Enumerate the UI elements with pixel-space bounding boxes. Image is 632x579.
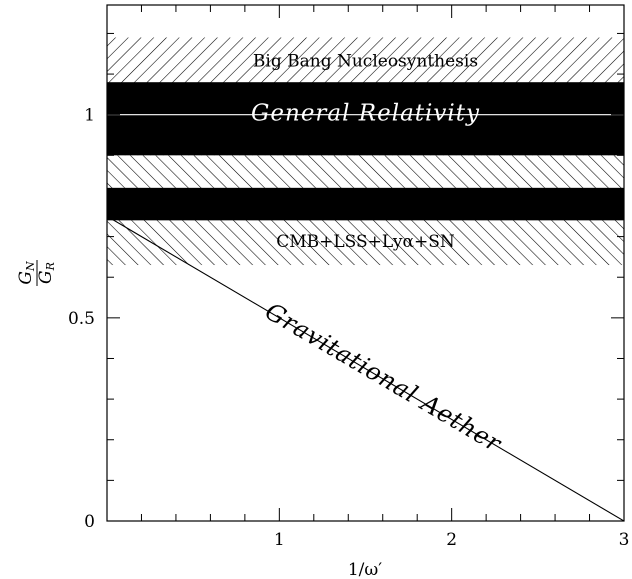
y-label-denominator-sub: R xyxy=(44,262,57,271)
band-general-relativity-3 xyxy=(107,187,624,221)
y-label-numerator-sub: N xyxy=(24,261,37,272)
annotation-gravitational-aether: Gravitational Aether xyxy=(260,297,507,458)
y-axis-label: GN GR xyxy=(16,260,57,286)
band-general-relativity-2 xyxy=(107,82,624,156)
x-axis-label: 1/ω′ xyxy=(348,560,382,579)
bands-layer xyxy=(107,37,624,266)
lines-layer xyxy=(107,114,624,521)
plot-frame xyxy=(106,4,625,522)
y-tick-label: 0 xyxy=(84,512,95,532)
annotation-cmb-lss-ly-sn: CMB+LSS+Lyα+SN xyxy=(276,232,455,252)
x-tick-label: 3 xyxy=(619,530,630,550)
svg-text:GR: GR xyxy=(36,262,57,284)
x-tick-label: 2 xyxy=(446,530,457,550)
x-tick-label: 1 xyxy=(274,530,285,550)
x-axis-label-text: 1/ω′ xyxy=(348,560,382,579)
ticks-layer xyxy=(106,5,625,522)
svg-text:GN: GN xyxy=(16,261,37,285)
annotation-general-relativity: General Relativity xyxy=(251,101,480,127)
annotation-big-bang-nucleosynthesis: Big Bang Nucleosynthesis xyxy=(253,51,478,71)
y-label-numerator: G xyxy=(16,271,36,285)
tick-labels-layer: 1 2 3 0 0.5 1 xyxy=(68,106,629,550)
line-gravitational-aether xyxy=(107,215,624,521)
y-label-denominator: G xyxy=(36,270,56,284)
y-tick-label: 1 xyxy=(84,106,95,126)
y-tick-label: 0.5 xyxy=(68,309,95,329)
